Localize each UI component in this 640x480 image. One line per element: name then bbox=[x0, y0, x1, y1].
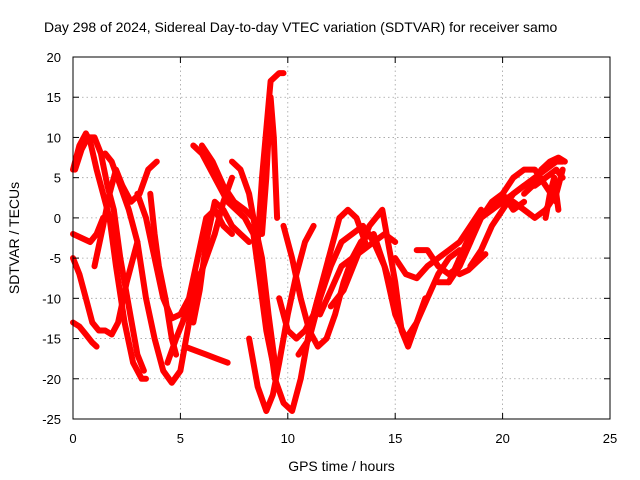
series-line-prn-b bbox=[72, 134, 147, 374]
y-tick-label: -5 bbox=[49, 251, 61, 266]
axis-ticks bbox=[72, 56, 611, 420]
y-tick-label: -25 bbox=[42, 412, 61, 427]
series-line-prn-r bbox=[259, 94, 281, 237]
y-axis-label: SDTVAR / TECUs bbox=[6, 182, 22, 294]
x-tick-label: 25 bbox=[603, 431, 617, 446]
series-line-prn-y bbox=[392, 206, 485, 282]
chart-title: Day 298 of 2024, Sidereal Day-to-day VTE… bbox=[44, 19, 557, 35]
series-line-prn-ag bbox=[521, 154, 568, 197]
series-line-prn-ae bbox=[488, 166, 560, 213]
series-line-prn-j bbox=[164, 174, 235, 366]
series-line-prn-w bbox=[327, 206, 429, 350]
series-line-prn-s bbox=[276, 206, 369, 342]
x-tick-label: 15 bbox=[388, 431, 402, 446]
series-line-prn-ad bbox=[456, 251, 489, 278]
series-line-prn-d bbox=[70, 239, 141, 338]
series-line-prn-k bbox=[181, 343, 231, 366]
x-tick-label: 10 bbox=[281, 431, 295, 446]
series-line-prn-x bbox=[370, 231, 463, 342]
x-tick-label: 20 bbox=[495, 431, 509, 446]
x-tick-labels: 0 5 10 15 20 25 bbox=[69, 431, 617, 446]
y-tick-label: 10 bbox=[47, 130, 61, 145]
series-line-prn-q bbox=[254, 70, 287, 245]
series-line-prn-ac bbox=[467, 166, 566, 270]
y-tick-labels: -25 -20 -15 -10 -5 0 5 10 15 20 bbox=[42, 50, 61, 427]
series-line-prn-c bbox=[70, 319, 100, 350]
series-line-prn-e bbox=[70, 214, 119, 245]
y-tick-label: 20 bbox=[47, 50, 61, 65]
y-tick-label: -15 bbox=[42, 332, 61, 347]
x-tick-label: 0 bbox=[69, 431, 76, 446]
series-line-prn-l bbox=[190, 198, 253, 326]
y-tick-label: 0 bbox=[54, 211, 61, 226]
y-tick-label: -10 bbox=[42, 291, 61, 306]
series-layer bbox=[70, 70, 568, 414]
y-tick-label: 15 bbox=[47, 90, 61, 105]
series-line-prn-p bbox=[246, 222, 317, 414]
series-line-prn-ah bbox=[542, 174, 562, 221]
x-axis-label: GPS time / hours bbox=[288, 458, 395, 474]
plot-frame bbox=[72, 56, 611, 420]
x-tick-label: 5 bbox=[177, 431, 184, 446]
series-line-prn-h bbox=[134, 190, 235, 322]
series-line-prn-g bbox=[102, 150, 201, 386]
y-tick-label: -20 bbox=[42, 372, 61, 387]
y-tick-label: 5 bbox=[54, 171, 61, 186]
